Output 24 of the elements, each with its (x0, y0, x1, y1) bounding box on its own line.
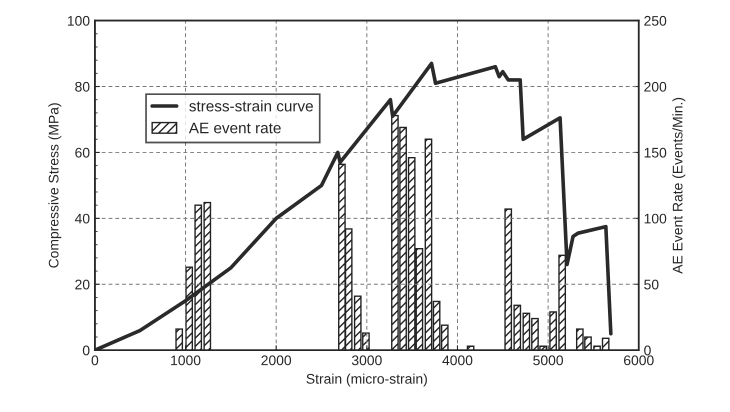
y2-tick-label: 200 (644, 82, 666, 92)
y-tick-label: 60 (75, 148, 90, 158)
y2-tick-label: 150 (644, 148, 666, 158)
y-tick-label: 80 (75, 82, 90, 92)
x-tick-label: 2000 (261, 355, 292, 366)
x-tick-label: 3000 (352, 355, 382, 366)
y2-tick-label: 250 (644, 16, 666, 26)
y-tick-label: 20 (75, 280, 90, 290)
y2-tick-label: 50 (644, 280, 659, 290)
legend-label: AE event rate (188, 122, 281, 134)
y-axis-title: Compressive Stress (MPa) (48, 103, 62, 268)
x-tick-label: 0 (92, 355, 98, 366)
x-tick-label: 4000 (442, 355, 472, 366)
y2-tick-label: 0 (644, 346, 651, 356)
x-tick-label: 6000 (624, 355, 654, 366)
x-axis-title: Strain (micro-strain) (306, 374, 427, 387)
y2-axis-title: AE Event Rate (Events/Min.) (672, 98, 686, 274)
y2-tick-label: 100 (644, 214, 666, 224)
x-tick-label: 1000 (171, 355, 200, 366)
y-tick-label: 40 (74, 214, 90, 224)
x-tick-label: 5000 (533, 355, 564, 366)
y-tick-label: 100 (68, 16, 90, 26)
legend-label: stress-strain curve (189, 100, 313, 112)
y-tick-label: 0 (82, 346, 90, 356)
